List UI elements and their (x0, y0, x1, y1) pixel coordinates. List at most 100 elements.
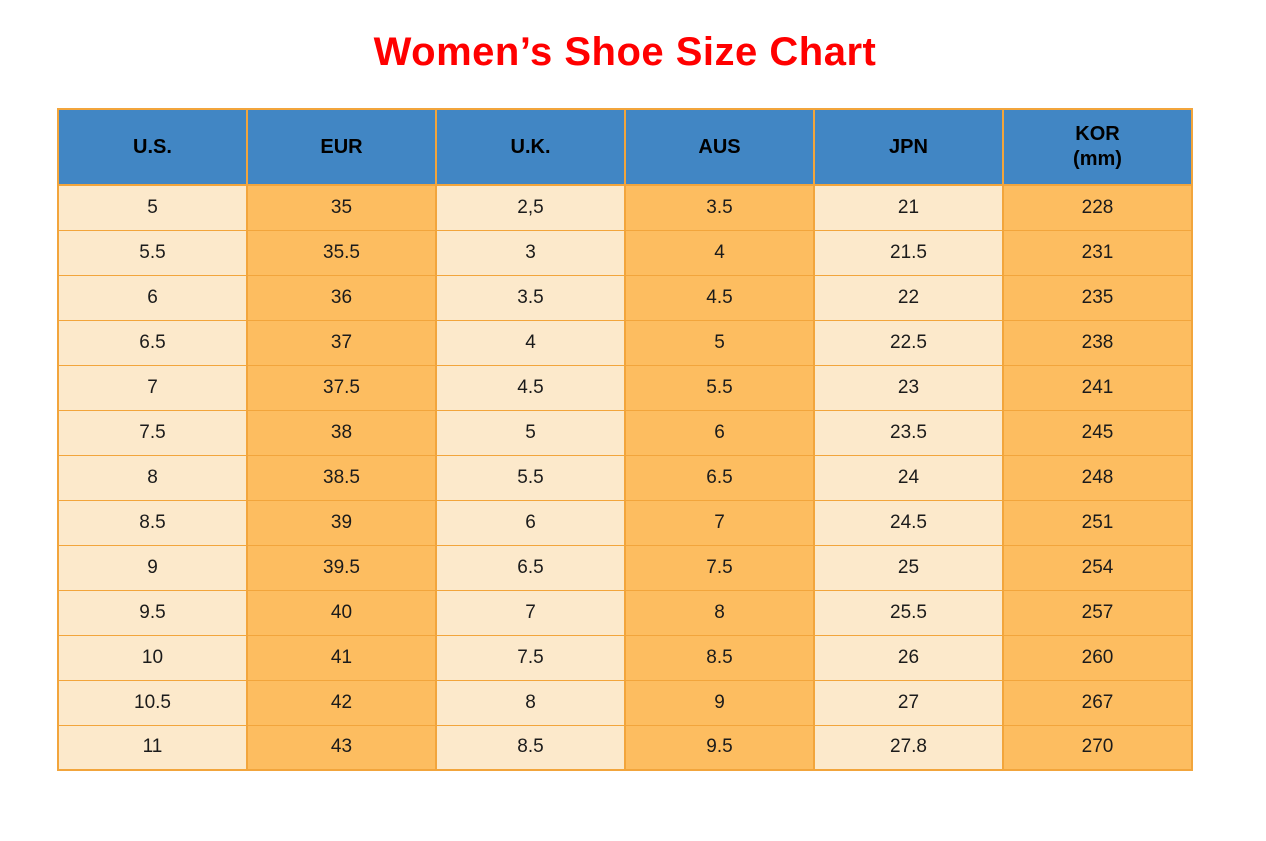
column-header-label: U.S. (133, 135, 172, 158)
table-cell-us: 6.5 (57, 319, 248, 366)
table-row: 6 36 3.5 4.5 22 235 (57, 274, 1193, 321)
table-row: 10 41 7.5 8.5 26 260 (57, 634, 1193, 681)
column-header-label: EUR (320, 135, 363, 158)
table-cell-eur: 37.5 (246, 364, 437, 411)
table-cell-kor: 245 (1002, 409, 1193, 456)
table-cell-aus: 6.5 (624, 454, 815, 501)
table-cell-us: 7.5 (57, 409, 248, 456)
table-cell-jpn: 26 (813, 634, 1004, 681)
table-row: 11 43 8.5 9.5 27.8 270 (57, 724, 1193, 771)
table-cell-jpn: 23 (813, 364, 1004, 411)
table-cell-us: 11 (57, 724, 248, 771)
column-header-kor: KOR (mm) (1002, 108, 1193, 186)
table-cell-uk: 5 (435, 409, 626, 456)
table-row: 7 37.5 4.5 5.5 23 241 (57, 364, 1193, 411)
table-cell-uk: 2,5 (435, 184, 626, 231)
table-cell-us: 5 (57, 184, 248, 231)
table-cell-uk: 6 (435, 499, 626, 546)
table-cell-jpn: 24 (813, 454, 1004, 501)
table-cell-us: 6 (57, 274, 248, 321)
table-cell-eur: 43 (246, 724, 437, 771)
table-cell-uk: 7.5 (435, 634, 626, 681)
table-row: 5 35 2,5 3.5 21 228 (57, 184, 1193, 231)
column-header-label: U.K. (510, 135, 551, 158)
table-cell-jpn: 25 (813, 544, 1004, 591)
table-cell-aus: 7 (624, 499, 815, 546)
table-cell-us: 8 (57, 454, 248, 501)
column-header-uk: U.K. (435, 108, 626, 186)
table-cell-eur: 37 (246, 319, 437, 366)
table-cell-kor: 248 (1002, 454, 1193, 501)
table-row: 7.5 38 5 6 23.5 245 (57, 409, 1193, 456)
column-header-label: KOR (1075, 123, 1120, 145)
table-cell-uk: 8 (435, 679, 626, 726)
page: Women’s Shoe Size Chart U.S. EUR U.K. AUS JP… (57, 0, 1193, 771)
column-header-label: AUS (698, 135, 741, 158)
column-header-label: JPN (889, 135, 928, 158)
table-cell-aus: 7.5 (624, 544, 815, 591)
table-cell-eur: 42 (246, 679, 437, 726)
table-cell-jpn: 24.5 (813, 499, 1004, 546)
table-cell-eur: 38 (246, 409, 437, 456)
table-cell-jpn: 22.5 (813, 319, 1004, 366)
table-cell-uk: 8.5 (435, 724, 626, 771)
table-row: 9.5 40 7 8 25.5 257 (57, 589, 1193, 636)
table-cell-kor: 231 (1002, 229, 1193, 276)
table-cell-eur: 38.5 (246, 454, 437, 501)
table-cell-aus: 4 (624, 229, 815, 276)
table-cell-aus: 8 (624, 589, 815, 636)
table-cell-uk: 6.5 (435, 544, 626, 591)
table-cell-aus: 5 (624, 319, 815, 366)
table-cell-jpn: 27 (813, 679, 1004, 726)
table-cell-uk: 3.5 (435, 274, 626, 321)
table-cell-aus: 9 (624, 679, 815, 726)
table-row: 6.5 37 4 5 22.5 238 (57, 319, 1193, 366)
table-cell-aus: 8.5 (624, 634, 815, 681)
table-cell-eur: 35.5 (246, 229, 437, 276)
table-cell-uk: 3 (435, 229, 626, 276)
table-cell-jpn: 25.5 (813, 589, 1004, 636)
table-cell-kor: 260 (1002, 634, 1193, 681)
table-cell-uk: 4 (435, 319, 626, 366)
table-header-row: U.S. EUR U.K. AUS JPN KOR (mm) (57, 108, 1193, 186)
column-header-eur: EUR (246, 108, 437, 186)
table-cell-aus: 3.5 (624, 184, 815, 231)
table-cell-us: 9.5 (57, 589, 248, 636)
table-cell-kor: 238 (1002, 319, 1193, 366)
table-cell-eur: 36 (246, 274, 437, 321)
table-cell-us: 9 (57, 544, 248, 591)
table-cell-kor: 254 (1002, 544, 1193, 591)
table-row: 5.5 35.5 3 4 21.5 231 (57, 229, 1193, 276)
table-cell-us: 10.5 (57, 679, 248, 726)
table-cell-eur: 35 (246, 184, 437, 231)
table-cell-kor: 267 (1002, 679, 1193, 726)
table-cell-kor: 257 (1002, 589, 1193, 636)
table-row: 8 38.5 5.5 6.5 24 248 (57, 454, 1193, 501)
table-cell-aus: 9.5 (624, 724, 815, 771)
column-header-jpn: JPN (813, 108, 1004, 186)
table-cell-jpn: 21 (813, 184, 1004, 231)
table-cell-eur: 41 (246, 634, 437, 681)
column-header-sublabel: (mm) (1073, 148, 1122, 170)
table-cell-jpn: 21.5 (813, 229, 1004, 276)
table-header: U.S. EUR U.K. AUS JPN KOR (mm) (57, 108, 1193, 186)
table-cell-uk: 5.5 (435, 454, 626, 501)
table-row: 10.5 42 8 9 27 267 (57, 679, 1193, 726)
table-cell-kor: 241 (1002, 364, 1193, 411)
table-cell-jpn: 23.5 (813, 409, 1004, 456)
table-cell-us: 5.5 (57, 229, 248, 276)
table-body: 5 35 2,5 3.5 21 228 5.5 35.5 3 4 21.5 231 6 36 3.5 4.5 2… (57, 184, 1193, 771)
table-cell-kor: 228 (1002, 184, 1193, 231)
shoe-size-table: U.S. EUR U.K. AUS JPN KOR (mm) 5 35 2,5 3.5 21 228 5… (57, 108, 1193, 771)
table-cell-uk: 4.5 (435, 364, 626, 411)
table-cell-kor: 270 (1002, 724, 1193, 771)
table-cell-eur: 39 (246, 499, 437, 546)
table-cell-jpn: 27.8 (813, 724, 1004, 771)
table-row: 8.5 39 6 7 24.5 251 (57, 499, 1193, 546)
table-cell-us: 10 (57, 634, 248, 681)
table-cell-aus: 5.5 (624, 364, 815, 411)
column-header-aus: AUS (624, 108, 815, 186)
table-cell-us: 7 (57, 364, 248, 411)
table-cell-us: 8.5 (57, 499, 248, 546)
column-header-us: U.S. (57, 108, 248, 186)
